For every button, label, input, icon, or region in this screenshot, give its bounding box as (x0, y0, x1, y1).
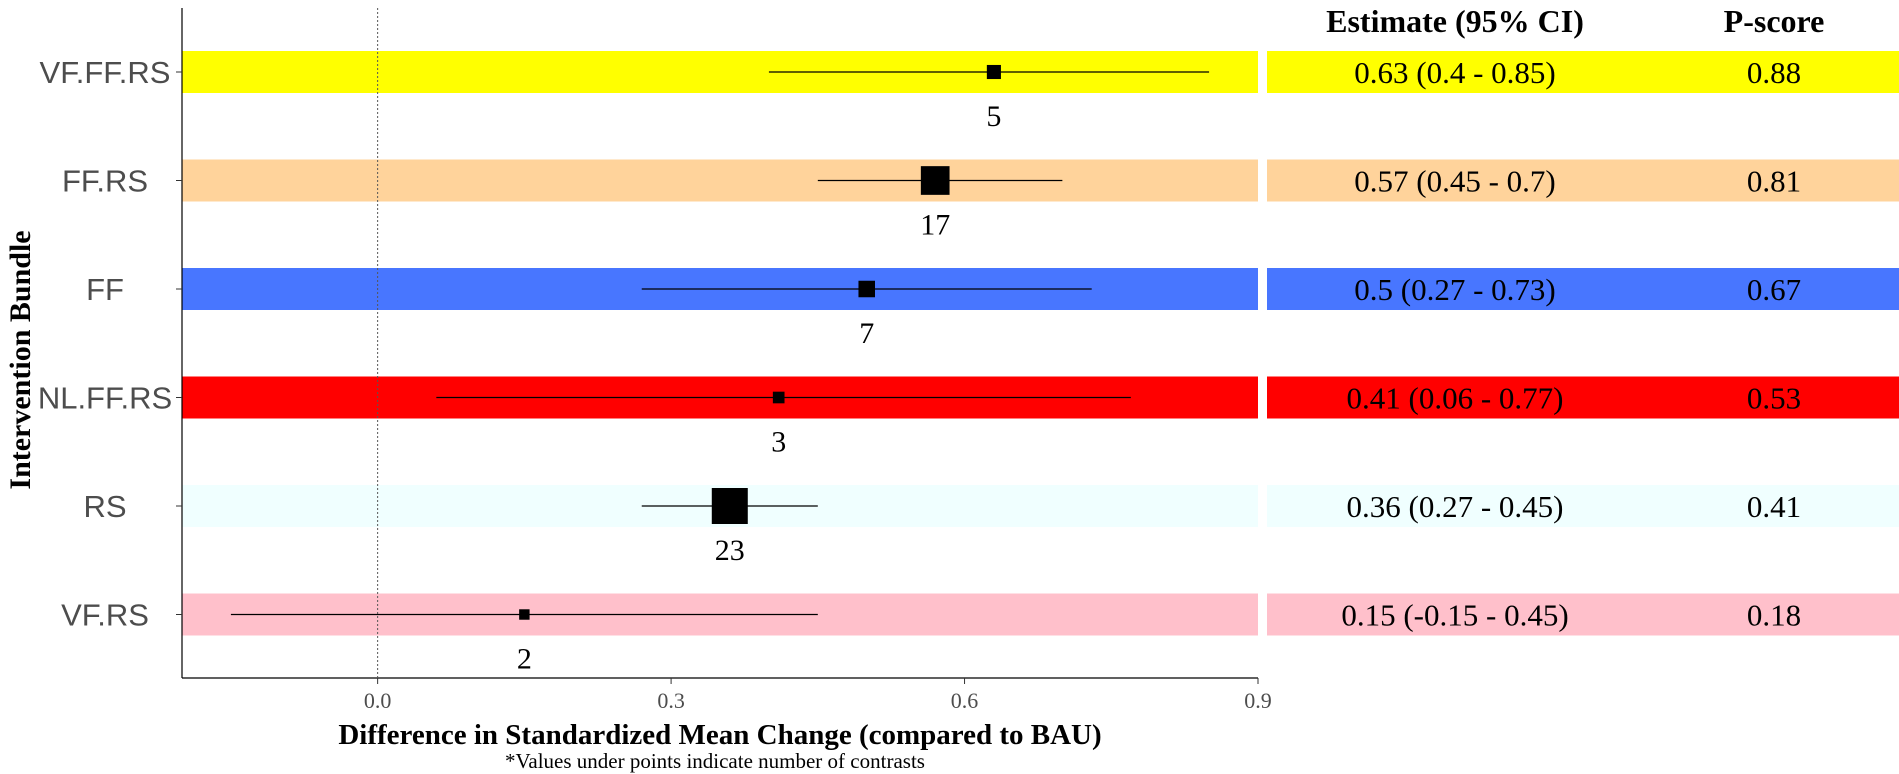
pscore-text: 0.41 (1747, 489, 1801, 524)
pscore-text: 0.81 (1747, 164, 1801, 199)
estimate-ci-text: 0.36 (0.27 - 0.45) (1347, 489, 1564, 524)
estimate-ci-text: 0.41 (0.06 - 0.77) (1347, 381, 1564, 416)
estimate-point (986, 64, 1001, 80)
estimate-ci-text: 0.63 (0.4 - 0.85) (1354, 55, 1555, 90)
contrast-count-label: 5 (986, 100, 1001, 133)
pscore-text: 0.53 (1747, 381, 1801, 416)
contrast-count-label: 2 (517, 643, 532, 676)
table-band (1267, 159, 1899, 202)
x-tick-label: 0.9 (1244, 688, 1272, 713)
estimate-ci-text: 0.5 (0.27 - 0.73) (1354, 272, 1555, 307)
table-band (1267, 51, 1899, 93)
pscore-text: 0.88 (1747, 55, 1801, 90)
estimate-point (920, 166, 950, 195)
x-axis-title: Difference in Standardized Mean Change (… (338, 719, 1101, 751)
contrast-count-label: 3 (771, 426, 786, 459)
footnote: *Values under points indicate number of … (505, 749, 925, 773)
pscore-text: 0.67 (1747, 272, 1801, 307)
estimate-ci-text: 0.15 (-0.15 - 0.45) (1341, 598, 1568, 633)
axes: VF.FF.RS FF.RS FF NL.FF.RS RS VF.RS 0.0 0.3 0.6 0… (38, 8, 1272, 713)
estimate-point (772, 391, 785, 404)
contrast-count-label: 7 (859, 317, 874, 350)
row-bands (182, 51, 1899, 636)
estimate-point (519, 609, 530, 620)
pscore-column-header: P-score (1724, 3, 1825, 39)
row-band (182, 159, 1258, 202)
table-band (1267, 485, 1899, 527)
y-tick-label: FF (86, 272, 124, 307)
estimate-table: 0.63 (0.4 - 0.85) 0.88 0.57 (0.45 - 0.7) 0.… (1341, 55, 1801, 633)
estimate-marks: 5 17 7 3 23 2 (230, 64, 1210, 676)
estimate-point (711, 488, 748, 524)
x-tick-label: 0.6 (951, 688, 979, 713)
estimate-point (858, 280, 875, 298)
y-axis-title: Intervention Bundle (4, 230, 37, 489)
y-tick-label: FF.RS (62, 164, 148, 199)
estimate-column-header: Estimate (95% CI) (1326, 3, 1584, 39)
contrast-count-label: 17 (920, 209, 950, 242)
table-band (1267, 376, 1899, 419)
contrast-count-label: 23 (715, 534, 745, 567)
table-band (1267, 593, 1899, 636)
y-tick-label: VF.FF.RS (40, 55, 171, 90)
x-tick-label: 0.3 (657, 688, 685, 713)
y-tick-label: NL.FF.RS (38, 381, 172, 416)
estimate-ci-text: 0.57 (0.45 - 0.7) (1354, 164, 1555, 199)
table-band (1267, 268, 1899, 310)
x-tick-label: 0.0 (364, 688, 392, 713)
pscore-text: 0.18 (1747, 598, 1801, 633)
y-tick-label: VF.RS (61, 598, 149, 633)
y-tick-label: RS (83, 489, 126, 524)
